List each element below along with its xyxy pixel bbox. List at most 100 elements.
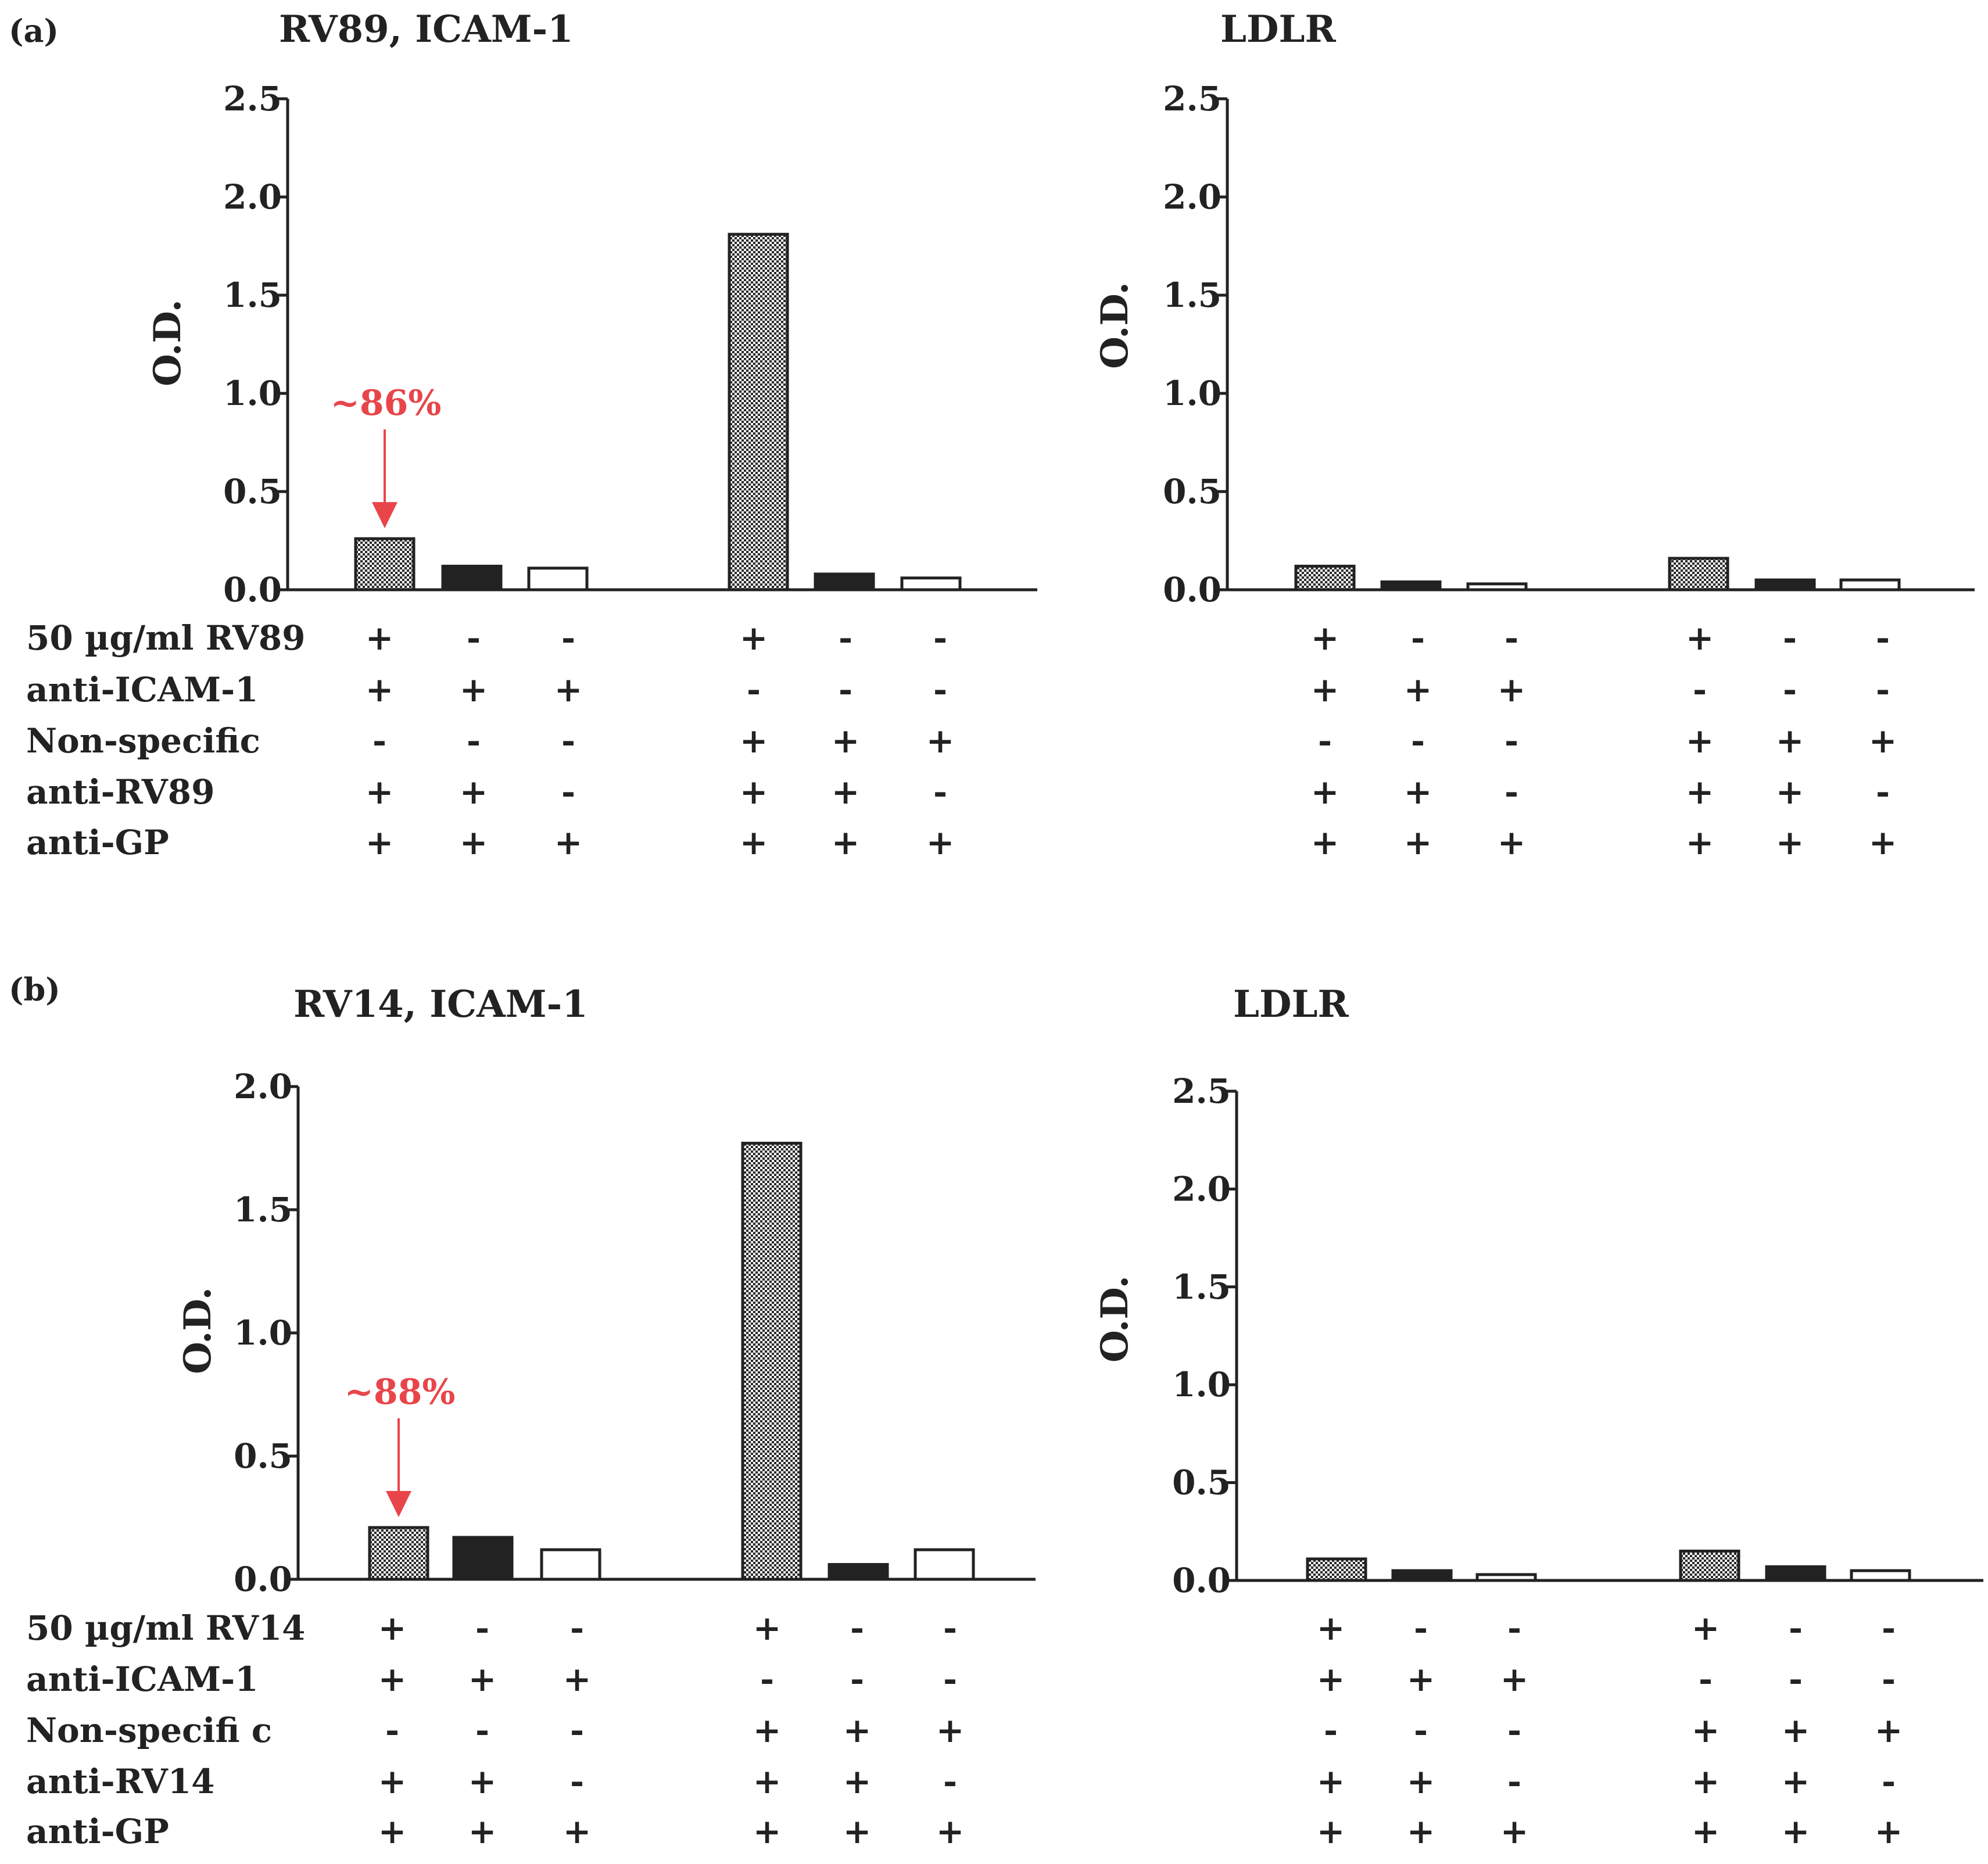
condition-sign: + <box>366 772 394 812</box>
condition-sign: + <box>740 721 768 761</box>
condition-sign: + <box>366 823 394 862</box>
condition-sign: + <box>926 721 955 761</box>
condition-row-label: Non-specifi c <box>26 1711 272 1750</box>
y-tick-label: 1.0 <box>234 1313 292 1353</box>
condition-sign: - <box>467 721 481 761</box>
condition-sign: + <box>366 670 394 709</box>
condition-sign: + <box>753 1762 782 1801</box>
condition-sign: - <box>561 618 575 658</box>
y-tick-label: 1.5 <box>223 275 282 315</box>
bar <box>1475 1573 1537 1582</box>
condition-sign: - <box>1505 721 1518 761</box>
bar <box>1306 1557 1367 1582</box>
condition-sign: - <box>1882 1659 1896 1699</box>
condition-sign: + <box>832 721 860 761</box>
condition-sign: + <box>1692 1762 1720 1801</box>
condition-sign: + <box>563 1659 592 1699</box>
condition-sign: + <box>1782 1711 1810 1750</box>
condition-sign: - <box>1507 1608 1521 1648</box>
condition-sign: + <box>1686 772 1714 812</box>
condition-sign: + <box>468 1659 497 1699</box>
y-tick-label: 2.5 <box>223 79 282 119</box>
condition-sign: + <box>554 670 583 709</box>
bar <box>1679 1549 1740 1582</box>
condition-sign: + <box>753 1608 782 1648</box>
condition-sign: + <box>740 772 768 812</box>
condition-sign: + <box>1311 670 1339 709</box>
y-axis-label: O.D. <box>146 299 189 386</box>
condition-sign: + <box>832 823 860 862</box>
condition-sign: + <box>1776 823 1804 862</box>
condition-sign: + <box>1317 1812 1345 1851</box>
bar <box>741 1142 803 1581</box>
condition-sign: - <box>1505 618 1518 658</box>
condition-sign: - <box>475 1711 489 1750</box>
condition-sign: + <box>378 1608 407 1648</box>
y-tick-label: 1.0 <box>223 374 282 413</box>
y-tick-label: 0.5 <box>1172 1463 1231 1503</box>
condition-sign: + <box>1311 772 1339 812</box>
condition-sign: + <box>832 772 860 812</box>
condition-sign: - <box>475 1608 489 1648</box>
y-tick-label: 0.0 <box>1172 1561 1231 1600</box>
condition-sign: - <box>839 618 852 658</box>
condition-sign: + <box>1686 721 1714 761</box>
plots-layer: RV89, ICAM-1 O.D. 0.0 0.5 1.0 1.5 2.0 2.5 ~86% 50… <box>26 8 1983 1851</box>
y-tick-label: 2.5 <box>1163 79 1222 119</box>
condition-sign: + <box>1782 1812 1810 1851</box>
condition-sign: - <box>1789 1608 1803 1648</box>
annotation-label: ~88% <box>345 1372 456 1413</box>
condition-sign: - <box>933 772 947 812</box>
condition-row-label: anti-ICAM-1 <box>26 1659 259 1699</box>
condition-sign: + <box>460 670 488 709</box>
y-tick-label: 0.0 <box>234 1560 292 1599</box>
condition-sign: + <box>1692 1608 1720 1648</box>
panel-letter-a: (a) <box>9 12 59 49</box>
condition-sign: - <box>1414 1711 1428 1750</box>
condition-sign: - <box>561 721 575 761</box>
condition-sign: + <box>843 1812 872 1851</box>
chart-3: RV14, ICAM-1 O.D. 0.0 0.5 1.0 1.5 2.0 ~88% 50 µg… <box>26 983 1036 1851</box>
condition-sign: - <box>1783 618 1797 658</box>
condition-sign: - <box>1411 721 1425 761</box>
y-tick-label: 1.5 <box>234 1190 292 1229</box>
y-axis-label: O.D. <box>1093 282 1137 369</box>
bar <box>1765 1565 1826 1582</box>
condition-sign: - <box>570 1762 584 1801</box>
bar <box>354 537 415 592</box>
condition-sign: + <box>1500 1659 1529 1699</box>
chart-title: LDLR <box>1220 8 1337 51</box>
y-axis-label: O.D. <box>1093 1275 1137 1363</box>
bar <box>1391 1569 1453 1582</box>
bar <box>1466 582 1528 592</box>
condition-sign: - <box>943 1659 957 1699</box>
condition-sign: + <box>1317 1608 1345 1648</box>
condition-sign: + <box>1407 1762 1435 1801</box>
condition-sign: + <box>1404 670 1432 709</box>
condition-row-label: Non-specific <box>26 721 260 761</box>
condition-sign: - <box>839 670 852 709</box>
condition-sign: + <box>554 823 583 862</box>
annotation-arrow-head <box>386 1490 411 1517</box>
condition-sign: - <box>570 1608 584 1648</box>
condition-sign: - <box>561 772 575 812</box>
condition-sign: + <box>468 1812 497 1851</box>
condition-sign: + <box>1776 721 1804 761</box>
condition-sign: - <box>1876 772 1890 812</box>
y-tick-label: 0.0 <box>1163 570 1222 610</box>
condition-sign: + <box>1692 1711 1720 1750</box>
chart-2: LDLR O.D. 0.0 0.5 1.0 1.5 2.0 2.5 + - - + - - + + + - - - - -… <box>1093 8 1975 862</box>
condition-sign: + <box>378 1659 407 1699</box>
condition-sign: - <box>1414 1608 1428 1648</box>
y-tick-label: 0.0 <box>223 570 282 610</box>
condition-sign: - <box>850 1608 864 1648</box>
chart-title: LDLR <box>1233 983 1349 1026</box>
condition-sign: + <box>460 772 488 812</box>
bar <box>441 564 503 592</box>
condition-sign: + <box>1869 721 1897 761</box>
condition-sign: - <box>1783 670 1797 709</box>
y-tick-label: 0.5 <box>234 1436 292 1476</box>
bar <box>1839 578 1901 592</box>
condition-sign: - <box>943 1608 957 1648</box>
condition-row-label: 50 µg/ml RV14 <box>26 1608 306 1648</box>
